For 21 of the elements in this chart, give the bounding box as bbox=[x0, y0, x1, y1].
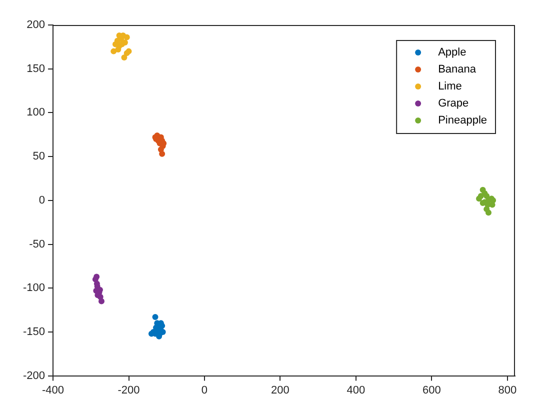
x-tick-label: 200 bbox=[271, 384, 290, 396]
y-tick-label: 50 bbox=[32, 150, 46, 163]
x-tick-label: -400 bbox=[42, 384, 64, 396]
legend-label: Lime bbox=[438, 80, 462, 93]
legend-label: Grape bbox=[438, 98, 469, 110]
y-tick-label: -200 bbox=[22, 370, 46, 382]
x-tick-label: 800 bbox=[498, 384, 517, 396]
y-tick-label: -150 bbox=[22, 326, 46, 338]
x-tick-label: 400 bbox=[346, 384, 366, 396]
x-tick-label: 0 bbox=[201, 384, 208, 396]
y-tick-label: 150 bbox=[26, 62, 46, 75]
x-tick-label: 600 bbox=[422, 384, 441, 396]
y-tick-label: -100 bbox=[22, 282, 46, 294]
legend-label: Banana bbox=[438, 64, 477, 76]
y-tick-label: -50 bbox=[29, 238, 46, 250]
y-tick-label: 100 bbox=[26, 106, 46, 119]
legend-label: Pineapple bbox=[438, 114, 488, 127]
x-tick-label: -200 bbox=[118, 384, 140, 396]
legend-label: Apple bbox=[438, 46, 466, 59]
y-tick-label: 200 bbox=[26, 19, 46, 32]
y-tick-label: 0 bbox=[38, 194, 46, 206]
